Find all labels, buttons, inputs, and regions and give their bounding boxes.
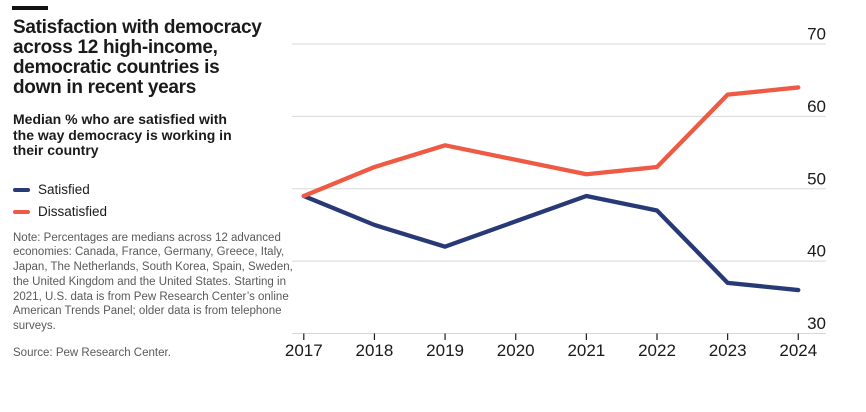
y-tick-label-30: 30	[807, 314, 826, 333]
x-tick-label-2019: 2019	[426, 341, 464, 360]
x-tick-label-2024: 2024	[779, 341, 817, 360]
source-text: Source: Pew Research Center.	[13, 347, 171, 360]
note-text: Note: Percentages are medians across 12 …	[13, 231, 293, 333]
dissatisfied-line-swatch	[13, 209, 30, 214]
chart-header-panel: Satisfaction with democracy across 12 hi…	[13, 0, 296, 361]
y-tick-label-60: 60	[807, 97, 826, 116]
y-tick-label-70: 70	[807, 25, 826, 44]
series-line-dissatisfied	[301, 85, 801, 199]
legend-item-dissatisfied: Dissatisfied	[13, 201, 296, 223]
legend-label-dissatisfied: Dissatisfied	[38, 204, 108, 219]
x-tick-label-2021: 2021	[567, 341, 605, 360]
satisfied-line-swatch	[13, 187, 30, 192]
x-tick-label-2020: 2020	[497, 341, 535, 360]
y-tick-label-50: 50	[807, 169, 826, 188]
x-tick-label-2018: 2018	[356, 341, 394, 360]
legend-label-satisfied: Satisfied	[38, 182, 90, 197]
legend: Satisfied Dissatisfied	[13, 179, 296, 223]
chart-subtitle: Median % who are satisfied with the way …	[13, 111, 232, 158]
top-rule	[12, 6, 48, 10]
chart-title: Satisfaction with democracy across 12 hi…	[13, 17, 262, 98]
x-tick-label-2022: 2022	[638, 341, 676, 360]
x-tick-label-2023: 2023	[709, 341, 747, 360]
legend-item-satisfied: Satisfied	[13, 179, 296, 201]
series-line-satisfied	[301, 193, 801, 293]
y-tick-label-40: 40	[807, 242, 826, 261]
